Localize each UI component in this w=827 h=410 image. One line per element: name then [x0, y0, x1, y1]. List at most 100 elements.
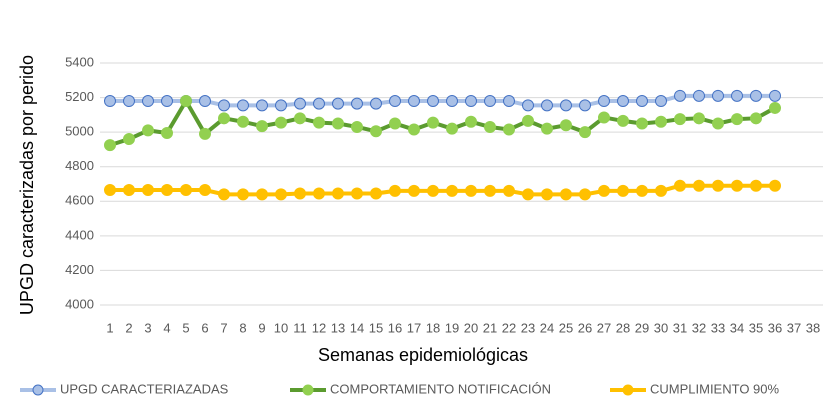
data-point: [636, 95, 648, 108]
data-point: [237, 115, 249, 128]
y-tick-label: 5400: [65, 54, 94, 69]
data-point: [484, 120, 496, 133]
data-point: [560, 188, 572, 201]
data-point: [275, 99, 287, 112]
data-point: [541, 188, 553, 201]
x-tick-label: 32: [692, 320, 706, 335]
x-tick-label: 14: [350, 320, 364, 335]
x-tick-label: 25: [559, 320, 573, 335]
x-tick-label: 17: [407, 320, 421, 335]
x-tick-label: 3: [144, 320, 151, 335]
data-point: [674, 179, 686, 192]
data-point: [142, 124, 154, 137]
y-tick-label: 4600: [65, 193, 94, 208]
data-point: [579, 99, 591, 112]
data-point: [123, 95, 135, 108]
data-point: [256, 99, 268, 112]
x-tick-label: 28: [616, 320, 630, 335]
y-tick-label: 5000: [65, 124, 94, 139]
data-point: [712, 179, 724, 192]
data-point: [332, 97, 344, 110]
data-point: [313, 116, 325, 129]
data-point: [750, 112, 762, 125]
x-tick-label: 38: [806, 320, 820, 335]
x-tick-label: 18: [426, 320, 440, 335]
data-point: [275, 116, 287, 129]
x-tick-label: 22: [502, 320, 516, 335]
data-point: [484, 95, 496, 108]
x-tick-label: 27: [597, 320, 611, 335]
data-point: [161, 127, 173, 140]
data-point: [484, 184, 496, 197]
x-tick-label: 6: [201, 320, 208, 335]
data-point: [104, 139, 116, 152]
data-point: [123, 184, 135, 197]
data-point: [655, 184, 667, 197]
data-point: [123, 133, 135, 146]
data-point: [180, 95, 192, 108]
data-point: [218, 188, 230, 201]
y-tick-label: 4000: [65, 296, 94, 311]
data-point: [351, 187, 363, 200]
data-point: [218, 112, 230, 125]
data-point: [503, 184, 515, 197]
data-point: [598, 111, 610, 124]
series-line: [109, 99, 776, 148]
data-point: [275, 188, 287, 201]
data-point: [560, 99, 572, 112]
y-tick-label: 4800: [65, 158, 94, 173]
x-tick-label: 33: [711, 320, 725, 335]
data-point: [617, 184, 629, 197]
x-tick-label: 30: [654, 320, 668, 335]
data-point: [104, 95, 116, 108]
data-point: [313, 187, 325, 200]
data-point: [389, 117, 401, 130]
data-point: [598, 95, 610, 108]
data-point: [674, 89, 686, 102]
x-tick-label: 2: [125, 320, 132, 335]
y-tick-label: 5200: [65, 89, 94, 104]
data-point: [579, 188, 591, 201]
x-tick-label: 4: [163, 320, 170, 335]
data-point: [579, 126, 591, 139]
data-point: [693, 112, 705, 125]
x-tick-label: 19: [445, 320, 459, 335]
data-point: [731, 113, 743, 126]
data-point: [427, 95, 439, 108]
data-point: [712, 117, 724, 130]
data-point: [161, 95, 173, 108]
x-tick-label: 1: [106, 320, 113, 335]
data-point: [294, 187, 306, 200]
data-point: [617, 95, 629, 108]
data-point: [256, 188, 268, 201]
x-tick-label: 24: [540, 320, 554, 335]
data-point: [351, 120, 363, 133]
data-point: [465, 115, 477, 128]
x-tick-label: 10: [274, 320, 288, 335]
data-point: [370, 187, 382, 200]
data-point: [522, 114, 534, 127]
data-point: [731, 179, 743, 192]
data-point: [351, 97, 363, 110]
data-point: [180, 184, 192, 197]
x-tick-label: 37: [787, 320, 801, 335]
data-point: [142, 184, 154, 197]
data-point: [161, 184, 173, 197]
data-point: [598, 184, 610, 197]
data-point: [104, 184, 116, 197]
x-tick-label: 35: [749, 320, 763, 335]
x-tick-label: 21: [483, 320, 497, 335]
y-axis-title: UPGD caracterizadas por perido: [17, 55, 37, 315]
data-point: [389, 184, 401, 197]
data-point: [465, 95, 477, 108]
x-tick-label: 5: [182, 320, 189, 335]
x-tick-label: 20: [464, 320, 478, 335]
data-point: [617, 114, 629, 127]
data-point: [655, 95, 667, 108]
data-point: [560, 119, 572, 132]
x-tick-label: 16: [388, 320, 402, 335]
legend-label: CUMPLIMIENTO 90%: [650, 381, 780, 396]
legend-label: COMPORTAMIENTO NOTIFICACIÓN: [330, 381, 551, 396]
data-point: [427, 116, 439, 129]
data-point: [237, 188, 249, 201]
